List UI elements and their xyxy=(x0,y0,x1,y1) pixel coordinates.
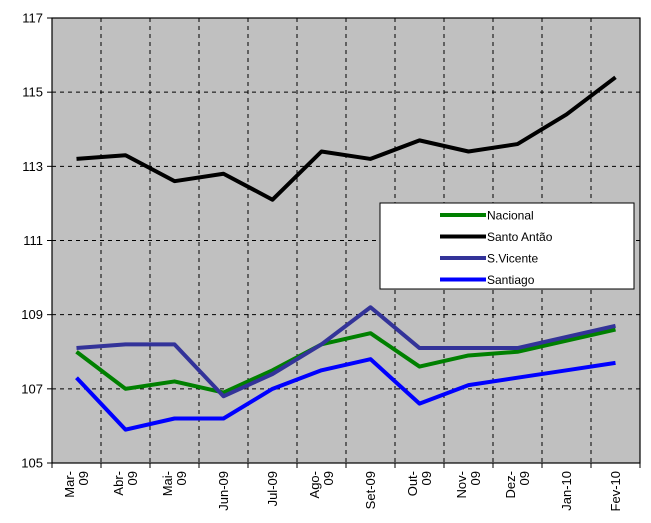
x-tick-label-line: Abr- xyxy=(111,471,126,496)
x-tick-label-line: Ago- xyxy=(307,471,322,498)
legend: Nacional Santo Antão S.Vicente Santiago xyxy=(379,202,635,290)
x-tick-label: Nov- 09 xyxy=(454,471,483,498)
x-tick-label: Jan-10 xyxy=(559,471,574,511)
x-tick-label-line: 09 xyxy=(419,471,434,485)
legend-label: Santo Antão xyxy=(487,230,553,244)
series-line-santiago xyxy=(75,357,616,432)
x-tick-label: Mai- 09 xyxy=(160,471,189,496)
x-tick-label: Jul-09 xyxy=(265,471,280,506)
series-lines xyxy=(75,75,617,432)
x-tick-label-line: Nov- xyxy=(454,471,469,498)
legend-box xyxy=(379,202,635,290)
x-tick-label-line: 09 xyxy=(321,471,336,485)
y-tick-label: 111 xyxy=(23,233,43,248)
x-axis-ticks: Mar- 09 Abr- 09 Mai- 09 Jun-09 Jul-09 Ago- 09 Set-… xyxy=(51,463,641,511)
legend-label: S.Vicente xyxy=(487,252,538,266)
x-tick-label-line: Set-09 xyxy=(363,471,378,509)
y-tick-label: 109 xyxy=(21,307,43,322)
y-tick-label: 107 xyxy=(21,381,43,396)
x-tick-label-line: Jan-10 xyxy=(559,471,574,511)
x-tick-label: Abr- 09 xyxy=(111,471,140,496)
y-tick-label: 113 xyxy=(22,159,43,174)
y-tick-label: 105 xyxy=(21,456,43,471)
series-line-nacional xyxy=(75,327,616,395)
x-tick-label-line: 09 xyxy=(174,471,189,485)
x-tick-label: Jun-09 xyxy=(216,471,231,511)
x-tick-label-line: Mai- xyxy=(160,471,175,496)
legend-label: Nacional xyxy=(487,209,534,223)
x-tick-label-line: Jun-09 xyxy=(216,471,231,511)
x-tick-label-line: 09 xyxy=(76,471,91,485)
x-tick-label: Out- 09 xyxy=(405,471,434,496)
x-tick-label-line: Fev-10 xyxy=(608,471,623,511)
x-tick-label-line: Out- xyxy=(405,471,420,496)
x-tick-label-line: Jul-09 xyxy=(265,471,280,506)
x-tick-label: Fev-10 xyxy=(608,471,623,511)
x-tick-label: Ago- 09 xyxy=(307,471,336,498)
x-tick-label: Set-09 xyxy=(363,471,378,509)
x-tick-label-line: 09 xyxy=(125,471,140,485)
x-tick-label: Mar- 09 xyxy=(62,471,91,498)
y-tick-label: 117 xyxy=(22,11,43,26)
x-tick-label-line: Dez- xyxy=(503,471,518,498)
legend-label: Santiago xyxy=(487,273,535,287)
series-line-santo-ant-o xyxy=(76,75,617,202)
series-line-s-vicente xyxy=(76,305,616,399)
x-tick-label: Dez- 09 xyxy=(503,471,532,498)
x-tick-label-line: 09 xyxy=(468,471,483,485)
y-tick-label: 115 xyxy=(22,85,43,100)
x-tick-label-line: Mar- xyxy=(62,471,77,498)
x-tick-label-line: 09 xyxy=(517,471,532,485)
y-axis-ticks: 105 107 109 111 113 115 117 xyxy=(21,11,52,471)
